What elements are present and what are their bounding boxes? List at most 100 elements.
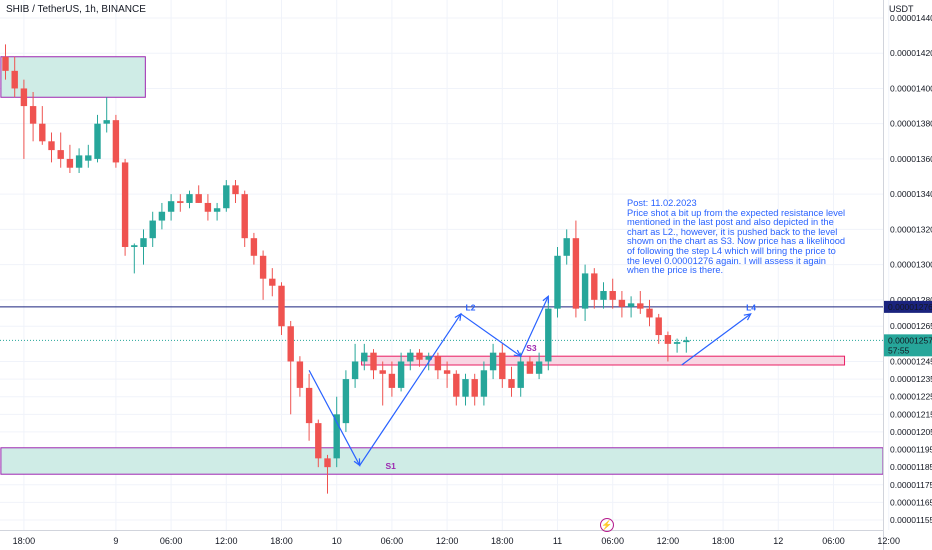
candle-body [618,299,626,307]
path-arrowhead [454,312,462,321]
candle-body [361,352,368,362]
price-tick-label: 0.00001400 [890,83,932,93]
price-tick-label: 0.00001235 [890,374,932,384]
candle-body [646,308,653,318]
candle-body [480,370,488,397]
candle-body [443,370,451,374]
candle-body [388,373,396,388]
time-tick-label: 9 [113,536,118,546]
price-tick-label: 0.00001280 [890,295,932,305]
candle-body [29,106,37,124]
candle-body [315,423,322,459]
candle-body [609,291,616,300]
lightning-badge-icon[interactable]: ⚡ [600,518,614,532]
candle-body [39,123,46,142]
candle-body [462,379,469,397]
candle-body [48,141,55,151]
target-arrowhead [743,313,752,321]
last-price-tag [884,334,932,357]
path-arrowhead [513,349,522,357]
candle-body [563,238,570,256]
time-tick-label: 18:00 [13,536,36,546]
price-tick-label: 0.00001380 [890,119,932,129]
candle-body [499,352,506,380]
last-price-label: 0.00001257 [888,335,932,345]
time-tick-label: 11 [553,536,562,546]
candle-body [11,70,18,89]
candle-body [259,255,267,279]
candle-body [453,373,460,397]
candle-body [342,379,350,424]
candle-body [66,158,74,168]
price-tick-label: 0.00001175 [890,480,932,490]
time-tick-label: 18:00 [712,536,735,546]
candle-body [250,238,258,256]
candle-body [103,120,110,124]
price-tick-label: 0.00001420 [890,48,932,58]
zone-rect [0,447,884,475]
time-tick-label: 12:00 [215,536,238,546]
path-label: L4 [746,302,756,312]
price-tick-label: 0.00001165 [890,497,932,507]
candle-body [333,414,340,459]
candle-body [637,303,644,309]
price-tick-label: 0.00001185 [890,462,932,472]
candle-body [241,194,248,239]
path-arrowhead [353,458,361,467]
candle-body [370,352,377,371]
candle-body [186,194,193,203]
candle-body [177,201,184,203]
candle-body [195,194,202,203]
candle-body [149,220,156,239]
candle-body [75,155,83,168]
price-tick-label: 0.00001215 [890,409,932,419]
path-arrowhead [542,295,550,304]
candle-body [140,238,147,247]
candle-body [416,352,423,360]
candle-body [20,88,28,107]
candle-body [489,352,497,371]
candle-body [213,208,221,212]
candle-body [508,379,515,388]
candle-body [305,387,313,424]
axis-unit-label: USDT [889,4,914,14]
annotation-text: Post: 11.02.2023 Price shot a bit up fro… [627,198,846,276]
price-tick-label: 0.00001300 [890,260,932,270]
candle-body [204,202,212,212]
candle-body [535,361,543,374]
candle-body [407,352,414,362]
candle-body [517,361,524,388]
candle-body [471,379,478,397]
time-tick-label: 12:00 [657,536,680,546]
time-tick-label: 18:00 [491,536,514,546]
candle-body [269,278,276,286]
candle-body [121,162,129,247]
path-label: S3 [526,343,537,353]
zone-rect [361,355,846,366]
candle-body [526,361,534,374]
time-tick-label: 12:00 [877,536,900,546]
time-tick-label: 12:00 [436,536,459,546]
price-tick-label: 0.00001360 [890,154,932,164]
candle-body [683,340,690,343]
time-tick-label: 18:00 [270,536,293,546]
level-price-tag [884,300,932,313]
candle-body [57,150,64,159]
candle-body [591,273,598,300]
candle-body [296,361,304,388]
price-tick-label: 0.00001440 [890,13,932,23]
candle-body [351,361,359,380]
target-path [681,313,752,366]
candle-body [112,120,120,163]
price-tick-label: 0.00001320 [890,224,932,234]
candle-body [554,255,561,309]
price-tick-label: 0.00001205 [890,427,932,437]
price-tick-label: 0.00001340 [890,189,932,199]
candle-body [379,370,386,374]
price-tick-label: 0.00001245 [890,356,932,366]
candle-body [223,185,230,209]
path-label: S1 [385,461,396,471]
countdown-label: 57:55 [888,345,910,355]
